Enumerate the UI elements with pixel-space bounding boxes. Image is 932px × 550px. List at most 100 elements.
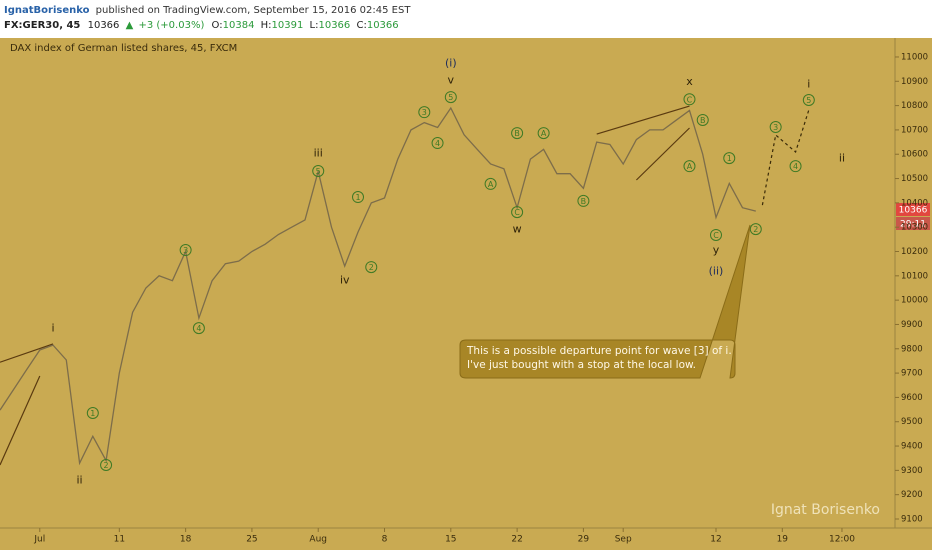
- x-tick-label: 29: [578, 535, 590, 545]
- wave-circle: [789, 160, 802, 173]
- x-tick-label: 11: [114, 535, 125, 545]
- o: 10384: [223, 20, 255, 31]
- chart-title: DAX index of German listed shares, 45, F…: [10, 43, 237, 54]
- wave-label: 3: [773, 123, 778, 132]
- wave-label: ii: [76, 474, 82, 487]
- wave-label: (i): [445, 57, 457, 70]
- h-label: H:: [261, 20, 272, 31]
- wave-circle: [769, 121, 782, 134]
- callout-line: This is a possible departure point for w…: [466, 345, 732, 357]
- wave-circle: [696, 113, 709, 126]
- x-tick-label: 25: [246, 535, 257, 545]
- l-label: L:: [310, 20, 319, 31]
- wave-label: B: [581, 197, 587, 206]
- wave-circle: [683, 93, 696, 106]
- wave-circle: [511, 206, 524, 219]
- y-tick-label: 9600: [901, 393, 923, 403]
- wave-label: x: [686, 75, 693, 88]
- wave-label: 4: [196, 324, 201, 333]
- published: published on TradingView.com, September …: [96, 5, 412, 16]
- wave-label: i: [807, 77, 810, 90]
- wave-label: 3: [422, 108, 427, 117]
- y-tick-label: 9900: [901, 320, 923, 330]
- wave-circle: [192, 322, 205, 335]
- last: 10366: [88, 20, 120, 31]
- y-tick-label: 9100: [901, 515, 923, 525]
- x-tick-label: 22: [511, 535, 522, 545]
- y-tick-label: 10500: [901, 174, 928, 184]
- y-tick-label: 10100: [901, 271, 928, 281]
- wave-label: y: [713, 244, 720, 257]
- wave-label: A: [541, 129, 547, 138]
- wave-label: w: [513, 223, 522, 236]
- wave-label: 3: [183, 246, 188, 255]
- price-tag: 10366: [899, 206, 928, 216]
- price-tag-bg: [896, 203, 930, 216]
- wave-circle: [723, 152, 736, 165]
- wave-label: 5: [448, 93, 453, 102]
- wave-circle: [418, 106, 431, 119]
- plot-layer: iii1234iii512iv345v(i)ABCwABxCBA1Cy(ii)2…: [0, 57, 845, 487]
- arrow: ▲: [126, 20, 134, 31]
- wave-label: A: [488, 180, 494, 189]
- x-tick-label: 19: [777, 535, 789, 545]
- wave-circle: [749, 223, 762, 236]
- wave-label: 1: [355, 193, 360, 202]
- y-tick-label: 10300: [901, 223, 928, 233]
- y-tick-label: 10600: [901, 150, 928, 160]
- price-line: [0, 106, 756, 466]
- wave-circle: [431, 137, 444, 150]
- wave-circle: [444, 91, 457, 104]
- x-tick-label: 18: [180, 535, 192, 545]
- wave-circle: [179, 244, 192, 257]
- wave-label: (ii): [709, 264, 724, 277]
- wave-label: iv: [340, 273, 350, 286]
- wave-circle: [100, 459, 113, 472]
- projection-line: [761, 109, 810, 206]
- y-tick-label: 10000: [901, 296, 928, 306]
- callout-box: [459, 224, 751, 379]
- y-tick-label: 10900: [901, 77, 928, 87]
- header-bg: [0, 0, 932, 38]
- countdown-bg: [896, 217, 930, 230]
- h: 10391: [272, 20, 304, 31]
- callout: This is a possible departure point for w…: [459, 224, 751, 379]
- y-tick-label: 9300: [901, 466, 923, 476]
- wave-label: 2: [753, 225, 758, 234]
- wave-label: 2: [369, 263, 374, 272]
- y-tick-label: 10200: [901, 247, 928, 257]
- wave-label: i: [52, 322, 55, 335]
- wave-label: 1: [90, 409, 95, 418]
- trendline: [0, 343, 54, 363]
- y-tick-label: 10700: [901, 125, 928, 135]
- y-tick-label: 11000: [901, 52, 928, 62]
- wave-circle: [710, 228, 722, 241]
- wave-label: v: [448, 74, 455, 87]
- wave-circle: [365, 261, 378, 274]
- wave-label: iii: [314, 147, 323, 160]
- wave-label: 2: [104, 461, 109, 470]
- header-line: IgnatBorisenko published on TradingView.…: [4, 5, 411, 16]
- wave-circle: [352, 191, 364, 204]
- wave-label: A: [687, 162, 693, 171]
- wave-circle: [683, 160, 696, 173]
- author[interactable]: IgnatBorisenko: [4, 5, 90, 16]
- wave-label: B: [700, 116, 706, 125]
- y-tick-label: 9800: [901, 344, 923, 354]
- wave-circle: [312, 165, 325, 178]
- wave-circle: [484, 177, 497, 190]
- ohlc-line: FX:GER30, 45 10366 ▲ +3 (+0.03%) O:10384…: [4, 20, 399, 31]
- wave-circle: [511, 127, 524, 140]
- watermark: Ignat Borisenko: [771, 502, 880, 518]
- wave-circle: [537, 127, 550, 140]
- c: 10366: [367, 20, 399, 31]
- wave-label: 4: [435, 139, 440, 148]
- l: 10366: [318, 20, 350, 31]
- trendline: [596, 105, 690, 135]
- wave-label: C: [713, 231, 719, 240]
- callout-line: I've just bought with a stop at the loca…: [467, 359, 696, 371]
- wave-label: 5: [316, 167, 321, 176]
- wave-label: C: [687, 95, 693, 104]
- wave-circle: [802, 94, 815, 107]
